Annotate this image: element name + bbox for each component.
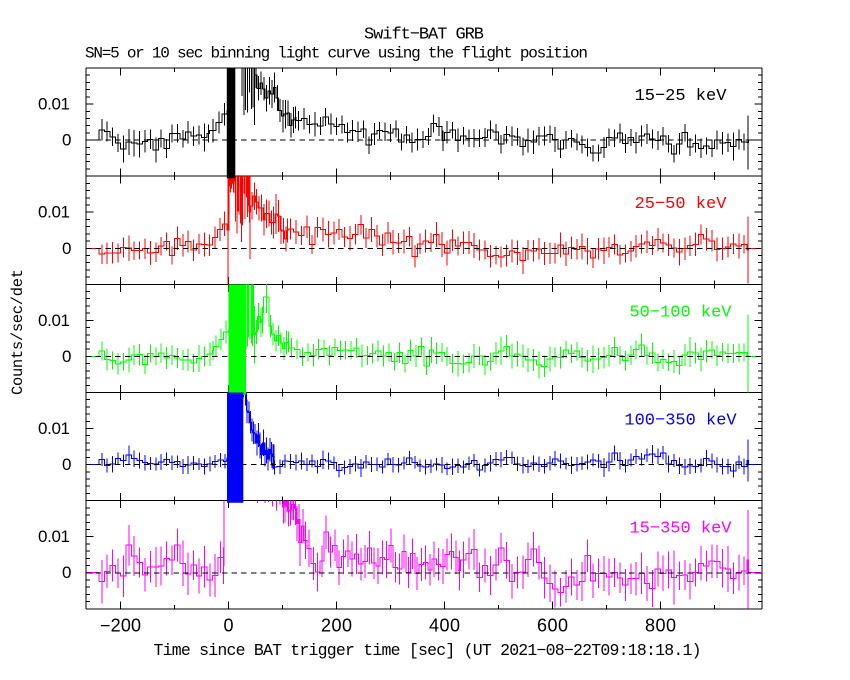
svg-text:−200: −200 (100, 616, 141, 636)
svg-text:50−100 keV: 50−100 keV (629, 303, 732, 322)
svg-text:25−50 keV: 25−50 keV (635, 195, 728, 214)
svg-text:0: 0 (62, 131, 71, 150)
svg-text:0.01: 0.01 (38, 203, 70, 222)
svg-text:Swift−BAT GRB: Swift−BAT GRB (364, 26, 484, 45)
svg-text:0: 0 (62, 347, 71, 366)
svg-text:0: 0 (62, 563, 71, 582)
svg-text:SN=5 or 10 sec binning light c: SN=5 or 10 sec binning light curve using… (85, 45, 588, 63)
svg-text:400: 400 (429, 616, 460, 636)
svg-text:0: 0 (223, 616, 233, 636)
svg-text:0.01: 0.01 (38, 311, 70, 330)
svg-text:100−350 keV: 100−350 keV (624, 412, 737, 431)
svg-text:0: 0 (62, 455, 71, 474)
svg-text:200: 200 (321, 616, 352, 636)
svg-text:0.01: 0.01 (38, 95, 70, 114)
svg-text:Time since BAT trigger time [s: Time since BAT trigger time [sec] (UT 20… (154, 641, 702, 660)
svg-text:15−25 keV: 15−25 keV (635, 87, 728, 106)
svg-text:Counts/sec/det: Counts/sec/det (9, 269, 27, 395)
svg-text:600: 600 (537, 616, 568, 636)
svg-text:0.01: 0.01 (38, 419, 70, 438)
svg-text:0: 0 (62, 239, 71, 258)
svg-text:800: 800 (645, 616, 676, 636)
svg-text:0.01: 0.01 (38, 527, 70, 546)
svg-text:15−350 keV: 15−350 keV (629, 520, 732, 539)
